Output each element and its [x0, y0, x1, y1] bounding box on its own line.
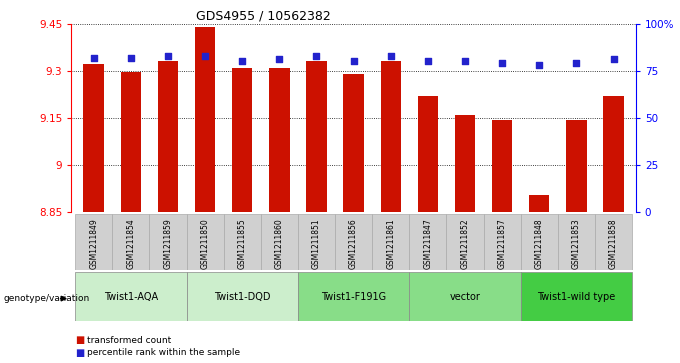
- Bar: [409, 214, 447, 270]
- Bar: [269, 68, 290, 212]
- Point: [237, 58, 248, 64]
- Bar: [75, 272, 186, 321]
- Bar: [306, 61, 326, 212]
- Text: GSM1211859: GSM1211859: [163, 219, 173, 269]
- Bar: [232, 68, 252, 212]
- Text: Twist1-DQD: Twist1-DQD: [214, 292, 271, 302]
- Point: [348, 58, 359, 64]
- Bar: [595, 214, 632, 270]
- Point: [534, 62, 545, 68]
- Bar: [343, 74, 364, 212]
- Point: [571, 60, 582, 66]
- Text: GSM1211855: GSM1211855: [238, 219, 247, 269]
- Point: [386, 53, 396, 58]
- Bar: [158, 61, 178, 212]
- Text: GSM1211856: GSM1211856: [349, 219, 358, 269]
- Text: GSM1211858: GSM1211858: [609, 219, 618, 269]
- Text: transformed count: transformed count: [87, 336, 171, 345]
- Bar: [381, 61, 401, 212]
- Bar: [335, 214, 372, 270]
- Bar: [298, 272, 409, 321]
- Text: ■: ■: [75, 348, 84, 358]
- Text: GSM1211860: GSM1211860: [275, 219, 284, 269]
- Bar: [521, 214, 558, 270]
- Text: GSM1211853: GSM1211853: [572, 219, 581, 269]
- Bar: [120, 72, 141, 212]
- Point: [88, 55, 99, 61]
- Text: GSM1211852: GSM1211852: [460, 219, 469, 269]
- Bar: [529, 195, 549, 212]
- Bar: [455, 115, 475, 212]
- Text: percentile rank within the sample: percentile rank within the sample: [87, 348, 240, 357]
- Point: [200, 53, 211, 58]
- Text: GSM1211857: GSM1211857: [498, 219, 507, 269]
- Point: [496, 60, 507, 66]
- Bar: [112, 214, 150, 270]
- Bar: [521, 272, 632, 321]
- Text: GSM1211851: GSM1211851: [312, 219, 321, 269]
- Bar: [566, 119, 587, 212]
- Text: GSM1211849: GSM1211849: [89, 219, 98, 269]
- Bar: [260, 214, 298, 270]
- Text: GSM1211854: GSM1211854: [126, 219, 135, 269]
- Bar: [195, 27, 216, 212]
- Text: Twist1-AQA: Twist1-AQA: [104, 292, 158, 302]
- Bar: [298, 214, 335, 270]
- Point: [460, 58, 471, 64]
- Text: genotype/variation: genotype/variation: [3, 294, 90, 303]
- Point: [163, 53, 173, 58]
- Bar: [409, 272, 521, 321]
- Text: GSM1211850: GSM1211850: [201, 219, 209, 269]
- Text: GDS4955 / 10562382: GDS4955 / 10562382: [196, 9, 330, 23]
- Bar: [186, 272, 298, 321]
- Text: Twist1-F191G: Twist1-F191G: [321, 292, 386, 302]
- Text: GSM1211847: GSM1211847: [424, 219, 432, 269]
- Text: Twist1-wild type: Twist1-wild type: [537, 292, 615, 302]
- Bar: [603, 96, 624, 212]
- Point: [311, 53, 322, 58]
- Text: GSM1211848: GSM1211848: [534, 219, 544, 269]
- Bar: [418, 96, 438, 212]
- Text: ■: ■: [75, 335, 84, 346]
- Bar: [447, 214, 483, 270]
- Point: [274, 57, 285, 62]
- Text: vector: vector: [449, 292, 481, 302]
- Point: [422, 58, 433, 64]
- Bar: [483, 214, 521, 270]
- Bar: [492, 119, 512, 212]
- Bar: [224, 214, 260, 270]
- Point: [125, 55, 136, 61]
- Point: [608, 57, 619, 62]
- Text: GSM1211861: GSM1211861: [386, 219, 395, 269]
- Bar: [186, 214, 224, 270]
- Bar: [84, 65, 104, 212]
- Bar: [150, 214, 186, 270]
- Bar: [558, 214, 595, 270]
- Bar: [75, 214, 112, 270]
- Bar: [372, 214, 409, 270]
